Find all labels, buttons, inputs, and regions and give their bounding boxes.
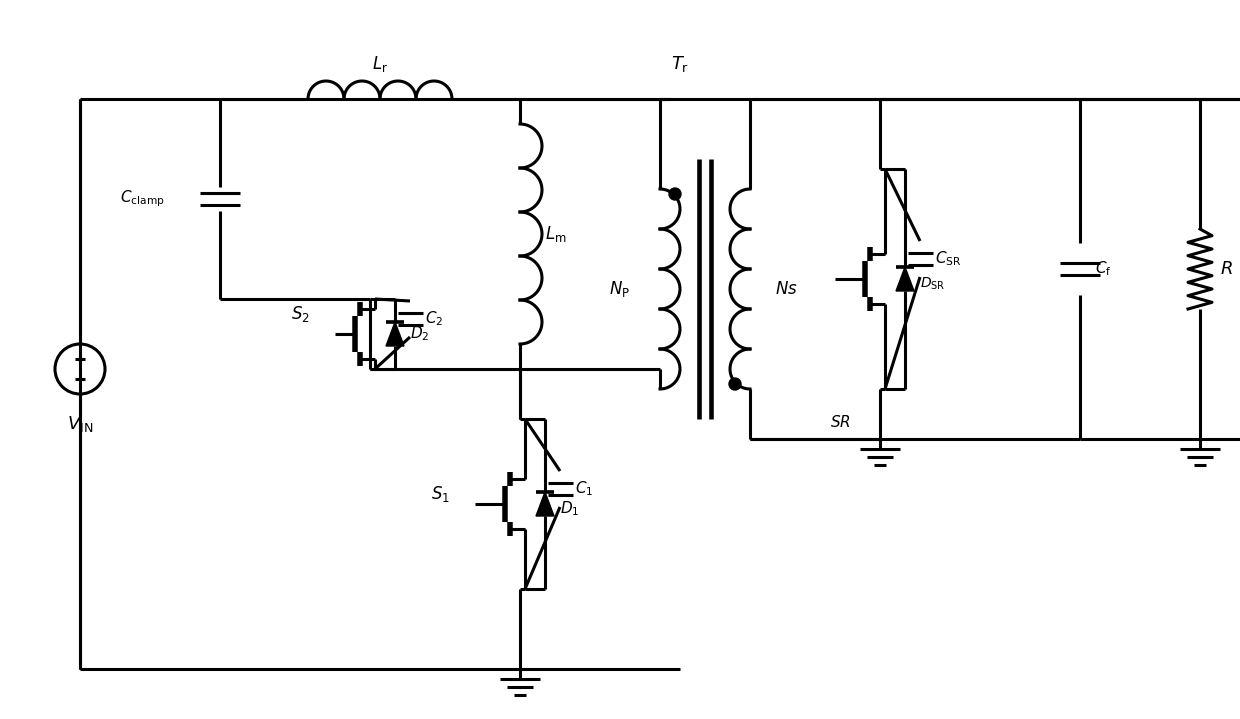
Polygon shape (386, 322, 404, 346)
Text: $R$: $R$ (1220, 260, 1233, 278)
Text: $D_{\mathrm{SR}}$: $D_{\mathrm{SR}}$ (920, 276, 945, 292)
Text: $C_{2}$: $C_{2}$ (425, 310, 444, 329)
Text: $D_{1}$: $D_{1}$ (560, 500, 579, 518)
Polygon shape (536, 492, 554, 516)
Text: $SR$: $SR$ (830, 414, 851, 430)
Text: $C_{\mathrm{SR}}$: $C_{\mathrm{SR}}$ (935, 249, 961, 268)
Text: $S_{1}$: $S_{1}$ (430, 484, 449, 504)
Text: $D_{2}$: $D_{2}$ (410, 325, 429, 344)
Text: $C_{1}$: $C_{1}$ (575, 480, 594, 498)
Text: $C_{\mathrm{clamp}}$: $C_{\mathrm{clamp}}$ (120, 188, 165, 209)
Polygon shape (897, 267, 914, 291)
Circle shape (670, 188, 681, 200)
Circle shape (729, 378, 742, 390)
Text: $L_{\mathrm{m}}$: $L_{\mathrm{m}}$ (546, 224, 567, 244)
Text: $C_{\mathrm{f}}$: $C_{\mathrm{f}}$ (1095, 260, 1111, 278)
Text: $V_{\mathrm{IN}}$: $V_{\mathrm{IN}}$ (67, 414, 93, 434)
Text: $N_{\mathrm{P}}$: $N_{\mathrm{P}}$ (609, 279, 630, 299)
Text: $L_{\mathrm{r}}$: $L_{\mathrm{r}}$ (372, 54, 388, 74)
Text: $Ns$: $Ns$ (775, 280, 797, 298)
Text: $T_{\mathrm{r}}$: $T_{\mathrm{r}}$ (671, 54, 689, 74)
Text: $S_{2}$: $S_{2}$ (290, 304, 310, 324)
